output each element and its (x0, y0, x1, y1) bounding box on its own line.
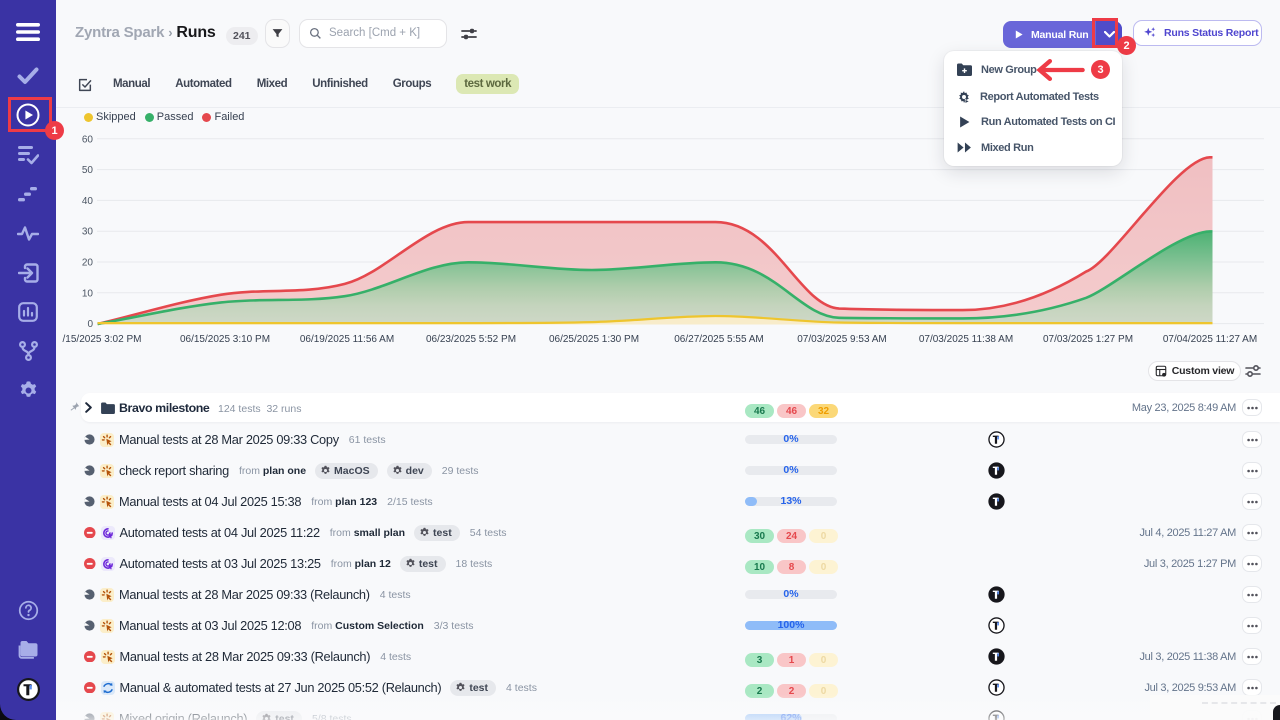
svg-text:06/25/2025 1:30 PM: 06/25/2025 1:30 PM (549, 334, 639, 345)
svg-text:20: 20 (82, 258, 94, 269)
svg-text:/15/2025 3:02 PM: /15/2025 3:02 PM (63, 334, 142, 345)
svg-text:06/27/2025 5:55 AM: 06/27/2025 5:55 AM (674, 334, 764, 345)
svg-text:0: 0 (87, 319, 93, 330)
svg-text:50: 50 (82, 165, 94, 176)
svg-text:07/03/2025 11:38 AM: 07/03/2025 11:38 AM (919, 334, 1013, 345)
svg-text:07/03/2025 9:53 AM: 07/03/2025 9:53 AM (797, 334, 887, 345)
svg-text:40: 40 (82, 196, 94, 207)
svg-text:10: 10 (82, 288, 94, 299)
svg-text:06/15/2025 3:10 PM: 06/15/2025 3:10 PM (180, 334, 270, 345)
svg-text:07/03/2025 1:27 PM: 07/03/2025 1:27 PM (1043, 334, 1133, 345)
svg-text:30: 30 (82, 227, 94, 238)
svg-text:06/23/2025 5:52 PM: 06/23/2025 5:52 PM (426, 334, 516, 345)
svg-text:60: 60 (82, 134, 94, 145)
svg-text:07/04/2025 11:27 AM: 07/04/2025 11:27 AM (1163, 334, 1257, 345)
svg-text:06/19/2025 11:56 AM: 06/19/2025 11:56 AM (300, 334, 394, 345)
